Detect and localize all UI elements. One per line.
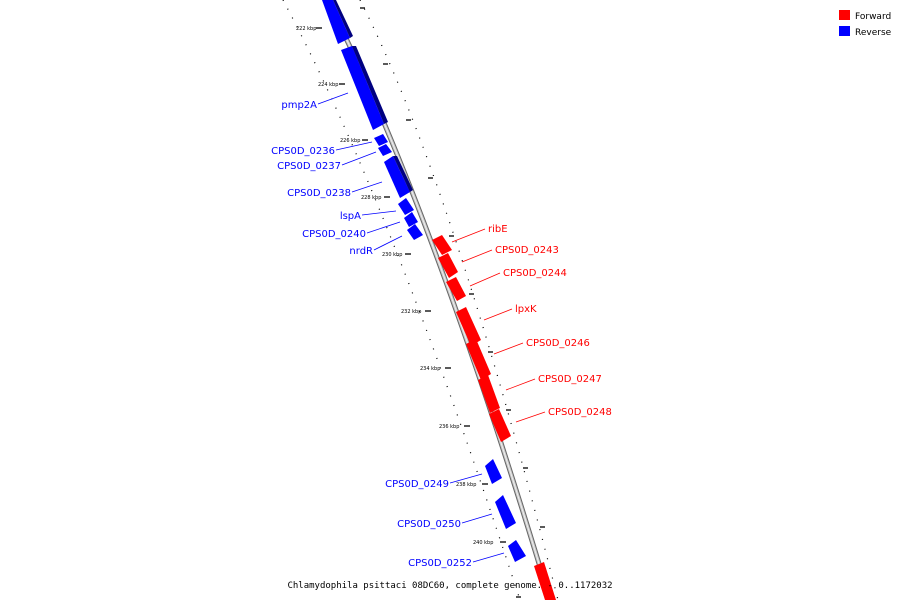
tick-label: 224 kbp	[318, 82, 338, 88]
legend-forward-swatch	[839, 10, 850, 20]
forward-strand-gene[interactable]	[438, 253, 458, 278]
gene-label-reverse: lspA	[340, 211, 361, 222]
reverse-strand-gene[interactable]	[384, 156, 413, 198]
tick-label: 238 kbp	[456, 482, 476, 488]
reverse-strand-gene[interactable]	[378, 144, 392, 156]
gene-label-forward: CPS0D_0244	[503, 268, 567, 279]
reverse-strand-gene[interactable]	[398, 198, 414, 215]
gene-label-forward: CPS0D_0243	[495, 245, 559, 256]
gene-label-reverse: CPS0D_0249	[385, 479, 449, 490]
forward-strand-gene[interactable]	[489, 409, 511, 442]
gene-label-forward: ribE	[488, 224, 508, 235]
forward-label-leaders	[451, 228, 546, 423]
gene-label-forward: CPS0D_0247	[538, 374, 602, 385]
forward-strand-gene[interactable]	[446, 277, 466, 301]
gene-label-reverse: CPS0D_0236	[271, 146, 335, 157]
tick-label: 234 kbp	[420, 366, 440, 372]
forward-strand-gene[interactable]	[456, 307, 481, 346]
gene-label-reverse: CPS0D_0237	[277, 161, 341, 172]
gene-label-reverse: CPS0D_0238	[287, 188, 351, 199]
tick-label: 232 kbp	[401, 309, 421, 315]
reverse-strand-gene[interactable]	[508, 540, 526, 562]
gene-label-reverse: nrdR	[349, 246, 373, 257]
reverse-label-leaders	[317, 92, 505, 563]
gene-label-forward: lpxK	[515, 304, 537, 315]
gene-label-forward: CPS0D_0246	[526, 338, 590, 349]
forward-strand-gene[interactable]	[466, 339, 491, 380]
gene-label-reverse: CPS0D_0240	[302, 229, 366, 240]
gene-label-forward: CPS0D_0248	[548, 407, 612, 418]
legend-reverse-swatch	[839, 26, 850, 36]
forward-strand-gene[interactable]	[432, 235, 452, 255]
reverse-strand-gene[interactable]	[407, 224, 423, 240]
reverse-strand-gene[interactable]	[404, 212, 418, 227]
outer-dotted-guide	[359, 0, 559, 600]
reverse-strand-gene[interactable]	[341, 46, 388, 130]
forward-strand-gene[interactable]	[534, 562, 556, 600]
reverse-strand-gene[interactable]	[374, 134, 388, 146]
legend-reverse-label: Reverse	[855, 28, 892, 38]
forward-strand-gene[interactable]	[478, 375, 500, 413]
reverse-strand-gene[interactable]	[485, 459, 502, 484]
inner-dotted-guide	[282, 0, 521, 600]
reverse-strand-gene[interactable]	[495, 495, 516, 529]
reverse-strand-gene[interactable]	[322, 0, 353, 44]
genome-caption: Chlamydophila psittaci 08DC60, complete …	[287, 581, 612, 591]
tick-label: 240 kbp	[473, 540, 493, 546]
tick-label: 222 kbp	[296, 26, 316, 32]
tick-marks	[316, 7, 545, 598]
legend-forward-label: Forward	[855, 12, 891, 22]
legend: Forward Reverse	[839, 10, 892, 38]
tick-label: 228 kbp	[361, 195, 381, 201]
gene-label-reverse: CPS0D_0250	[397, 519, 461, 530]
tick-label: 226 kbp	[340, 138, 360, 144]
tick-label: 236 kbp	[439, 424, 459, 430]
gene-label-reverse: CPS0D_0252	[408, 558, 472, 569]
tick-label: 230 kbp	[382, 252, 402, 258]
gene-label-reverse: pmp2A	[281, 100, 317, 111]
